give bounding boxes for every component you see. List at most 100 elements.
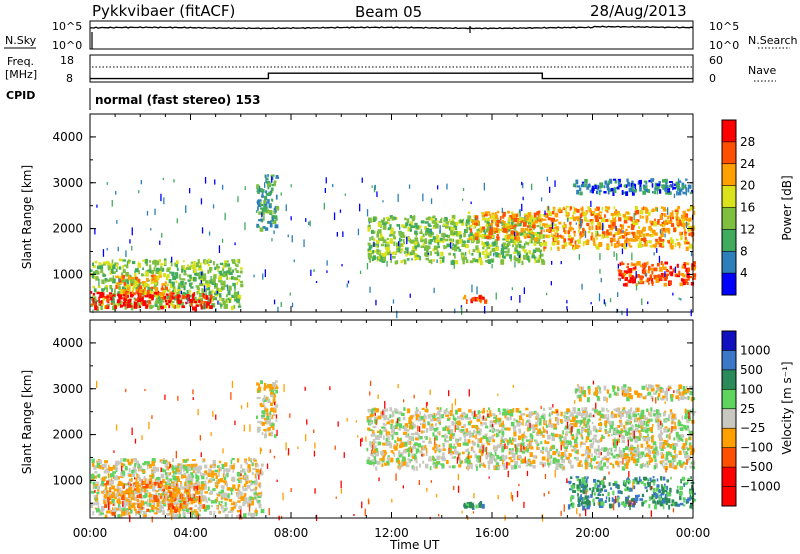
heatmap-cell bbox=[205, 295, 209, 300]
heatmap-cell bbox=[194, 497, 199, 501]
heatmap-cell bbox=[485, 224, 489, 227]
heatmap-cell bbox=[422, 440, 425, 443]
heatmap-cell bbox=[682, 446, 685, 451]
heatmap-cell bbox=[640, 280, 645, 285]
heatmap-cell bbox=[172, 475, 176, 481]
heatmap-cell bbox=[610, 433, 613, 437]
heatmap-cell bbox=[256, 415, 259, 419]
heatmap-cell bbox=[685, 221, 688, 229]
heatmap-cell bbox=[179, 300, 183, 304]
heatmap-cell bbox=[645, 421, 648, 426]
heatmap-cell bbox=[622, 231, 627, 234]
heatmap-cell bbox=[233, 296, 237, 301]
heatmap-cell bbox=[465, 442, 469, 446]
heatmap-cell bbox=[172, 284, 175, 287]
heatmap-cell bbox=[550, 233, 554, 237]
heatmap-cell bbox=[160, 493, 163, 499]
heatmap-cell bbox=[657, 434, 662, 439]
heatmap-cell bbox=[662, 274, 666, 278]
heatmap-cell bbox=[467, 215, 471, 220]
heatmap-cell bbox=[412, 225, 417, 229]
heatmap-cell bbox=[153, 497, 158, 502]
heatmap-cell bbox=[209, 464, 213, 468]
heatmap-cell bbox=[382, 442, 386, 446]
heatmap-cell bbox=[676, 212, 678, 218]
heatmap-cell bbox=[274, 208, 277, 213]
heatmap-cell bbox=[263, 205, 267, 210]
heatmap-cell bbox=[118, 294, 122, 299]
heatmap-cell bbox=[373, 455, 377, 461]
heatmap-cell bbox=[660, 448, 664, 451]
heatmap-cell bbox=[531, 412, 535, 415]
heatmap-cell bbox=[429, 413, 433, 418]
heatmap-cell bbox=[258, 482, 261, 485]
heatmap-cell bbox=[162, 498, 165, 503]
heatmap-cell bbox=[163, 197, 165, 205]
heatmap-cell bbox=[162, 300, 165, 303]
heatmap-cell bbox=[191, 293, 195, 299]
heatmap-cell bbox=[586, 452, 591, 457]
heatmap-cell bbox=[267, 174, 269, 177]
heatmap-cell bbox=[93, 296, 97, 301]
heatmap-cell bbox=[517, 442, 522, 447]
heatmap-cell bbox=[440, 251, 444, 257]
heatmap-cell bbox=[570, 464, 574, 469]
heatmap-cell bbox=[595, 230, 598, 235]
heatmap-cell bbox=[555, 448, 558, 453]
heatmap-cell bbox=[572, 214, 574, 219]
heatmap-cell bbox=[422, 243, 425, 246]
heatmap-cell bbox=[428, 241, 432, 245]
heatmap-cell bbox=[175, 262, 178, 268]
heatmap-cell bbox=[623, 427, 627, 432]
heatmap-cell bbox=[169, 472, 172, 476]
nave-label: Nave bbox=[748, 64, 776, 77]
heatmap-cell bbox=[128, 506, 130, 509]
heatmap-cell bbox=[569, 223, 572, 229]
heatmap-cell bbox=[173, 500, 177, 505]
heatmap-cell bbox=[385, 247, 390, 253]
heatmap-cell bbox=[533, 232, 538, 236]
heatmap-cell bbox=[672, 455, 676, 459]
heatmap-cell bbox=[273, 207, 276, 210]
heatmap-cell bbox=[671, 223, 675, 227]
heatmap-cell bbox=[598, 224, 602, 230]
heatmap-cell bbox=[506, 234, 511, 240]
heatmap-cell bbox=[682, 264, 687, 269]
heatmap-cell bbox=[519, 295, 521, 303]
heatmap-cell bbox=[579, 191, 583, 196]
heatmap-cell bbox=[247, 464, 251, 468]
heatmap-cell bbox=[163, 490, 166, 495]
heatmap-cell bbox=[107, 500, 110, 503]
heatmap-cell bbox=[128, 493, 131, 499]
heatmap-cell bbox=[568, 241, 572, 245]
heatmap-cell bbox=[532, 224, 536, 229]
heatmap-cell bbox=[684, 278, 688, 284]
heatmap-cell bbox=[665, 273, 670, 276]
heatmap-cell bbox=[591, 185, 594, 189]
colorbar-swatch bbox=[722, 273, 736, 295]
heatmap-cell bbox=[368, 429, 373, 432]
heatmap-cell bbox=[152, 305, 154, 308]
heatmap-cell bbox=[494, 214, 499, 219]
heatmap-cell bbox=[240, 470, 243, 473]
heatmap-cell bbox=[382, 239, 387, 244]
heatmap-cell bbox=[120, 458, 122, 463]
heatmap-cell bbox=[176, 300, 178, 304]
heatmap-cell bbox=[646, 461, 649, 466]
heatmap-cell bbox=[175, 274, 179, 279]
heatmap-cell bbox=[435, 443, 437, 449]
heatmap-cell bbox=[393, 234, 395, 239]
heatmap-cell bbox=[179, 273, 181, 279]
heatmap-cell bbox=[148, 492, 151, 496]
heatmap-cell bbox=[551, 219, 554, 224]
heatmap-cell bbox=[619, 419, 622, 423]
heatmap-cell bbox=[261, 191, 264, 196]
heatmap-cell bbox=[253, 492, 257, 495]
heatmap-cell bbox=[220, 495, 223, 500]
heatmap-cell bbox=[218, 245, 221, 253]
heatmap-cell bbox=[210, 505, 214, 508]
heatmap-cell bbox=[569, 427, 572, 433]
heatmap-cell bbox=[92, 293, 96, 296]
heatmap-cell bbox=[664, 441, 668, 446]
heatmap-cell bbox=[246, 468, 249, 472]
